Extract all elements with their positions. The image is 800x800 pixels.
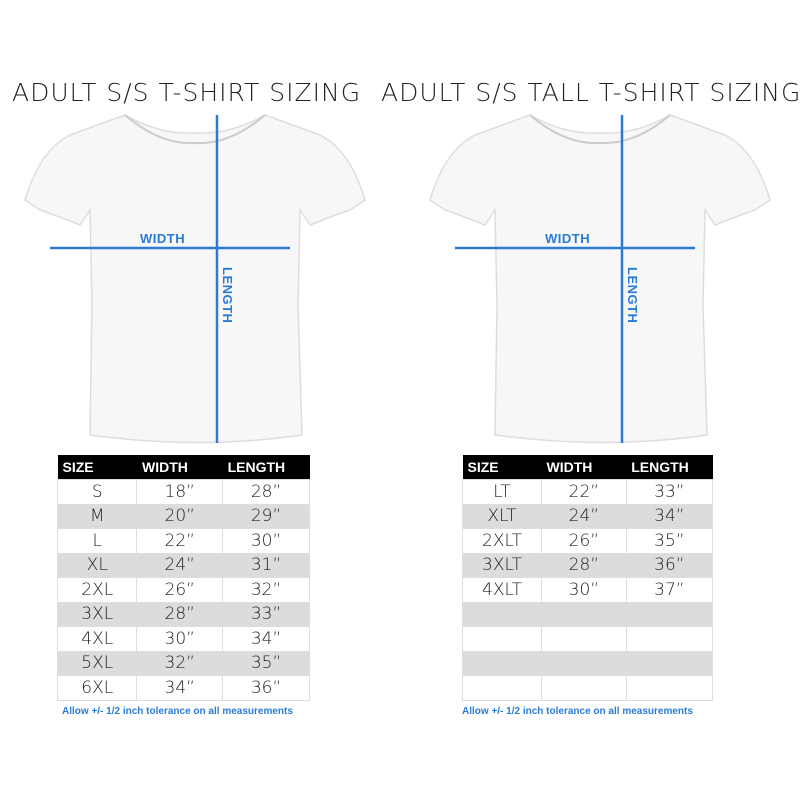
table-cell: 28” — [541, 552, 627, 578]
table-cell: 26” — [136, 577, 224, 603]
table-cell: 37” — [625, 577, 714, 603]
table-row: 4XLT 30” 37” — [461, 577, 714, 603]
table-row: 3XLT 28” 36” — [461, 552, 714, 578]
table-cell: XL — [56, 552, 138, 578]
table-cell: 3XL — [56, 601, 138, 627]
column-header: LENGTH — [626, 455, 713, 480]
table-cell — [461, 650, 543, 676]
table-cell: 20” — [136, 503, 224, 529]
table-cell: 36” — [222, 675, 310, 701]
table-cell: L — [56, 528, 138, 554]
table-cell: 4XL — [56, 626, 138, 652]
table-cell: 29” — [222, 503, 310, 529]
table-row — [461, 675, 714, 701]
table-cell: 4XLT — [461, 577, 543, 603]
table-cell: 34” — [222, 626, 310, 652]
table-cell — [541, 626, 627, 652]
table-row: 4XL 30” 34” — [56, 626, 310, 652]
table-cell: 30” — [222, 528, 310, 554]
column-header: SIZE — [57, 455, 137, 480]
table-cell: 2XLT — [461, 528, 543, 554]
table-cell — [625, 626, 714, 652]
column-header: LENGTH — [222, 455, 310, 480]
table-cell: 35” — [625, 528, 714, 554]
table-row: LT 22” 33” — [461, 479, 714, 505]
table-cell: 33” — [222, 601, 310, 627]
table-cell: 18” — [136, 479, 224, 505]
table-cell — [541, 675, 627, 701]
table-row: 2XLT 26” 35” — [461, 528, 714, 554]
table-cell: 33” — [625, 479, 714, 505]
left-shirt-diagram: WIDTH LENGTH — [20, 105, 370, 450]
table-cell — [461, 675, 543, 701]
table-cell: 22” — [136, 528, 224, 554]
table-cell: 22” — [541, 479, 627, 505]
table-cell: 34” — [625, 503, 714, 529]
table-cell: 32” — [222, 577, 310, 603]
table-cell: 2XL — [56, 577, 138, 603]
table-header: SIZE WIDTH LENGTH — [57, 455, 310, 480]
table-cell: 28” — [222, 479, 310, 505]
table-cell: 24” — [541, 503, 627, 529]
table-cell: 36” — [625, 552, 714, 578]
table-row — [461, 650, 714, 676]
table-row: M 20” 29” — [56, 503, 310, 529]
table-cell: 35” — [222, 650, 310, 676]
table-cell: M — [56, 503, 138, 529]
table-cell: LT — [461, 479, 543, 505]
table-cell: 6XL — [56, 675, 138, 701]
table-cell: 31” — [222, 552, 310, 578]
tolerance-note-right: Allow +/- 1/2 inch tolerance on all meas… — [462, 706, 693, 717]
table-row: 2XL 26” 32” — [56, 577, 310, 603]
size-table-tall: SIZE WIDTH LENGTH LT 22” 33” XLT 24” 34” 2XLT 26” 3… — [461, 455, 714, 701]
table-cell: S — [56, 479, 138, 505]
width-label: WIDTH — [140, 231, 186, 246]
table-cell — [461, 626, 543, 652]
table-cell: 32” — [136, 650, 224, 676]
table-cell — [541, 601, 627, 627]
table-cell: 30” — [136, 626, 224, 652]
left-title: ADULT S/S T-SHIRT SIZING — [12, 78, 362, 107]
table-cell: 28” — [136, 601, 224, 627]
tshirt-image — [24, 114, 366, 444]
table-cell — [461, 601, 543, 627]
tolerance-note-left: Allow +/- 1/2 inch tolerance on all meas… — [62, 706, 293, 717]
table-header: SIZE WIDTH LENGTH — [462, 455, 713, 480]
length-label: LENGTH — [220, 267, 235, 324]
length-label: LENGTH — [625, 267, 640, 324]
table-row — [461, 601, 714, 627]
table-cell — [625, 601, 714, 627]
table-row: 3XL 28” 33” — [56, 601, 310, 627]
table-cell — [625, 650, 714, 676]
right-title: ADULT S/S TALL T-SHIRT SIZING — [381, 78, 800, 107]
table-row — [461, 626, 714, 652]
table-row: 5XL 32” 35” — [56, 650, 310, 676]
table-cell: 26” — [541, 528, 627, 554]
table-cell: 24” — [136, 552, 224, 578]
table-row: 6XL 34” 36” — [56, 675, 310, 701]
column-header: SIZE — [462, 455, 542, 480]
width-label: WIDTH — [545, 231, 591, 246]
column-header: WIDTH — [541, 455, 627, 480]
table-cell: 5XL — [56, 650, 138, 676]
table-row: XLT 24” 34” — [461, 503, 714, 529]
size-table-regular: SIZE WIDTH LENGTH S 18” 28” M 20” 29” L 22” 30” XL 24… — [56, 455, 310, 701]
tshirt-image — [429, 114, 771, 444]
right-shirt-diagram: WIDTH LENGTH — [425, 105, 775, 450]
table-cell: 30” — [541, 577, 627, 603]
column-header: WIDTH — [136, 455, 223, 480]
table-cell: 3XLT — [461, 552, 543, 578]
table-cell — [541, 650, 627, 676]
table-cell: XLT — [461, 503, 543, 529]
table-row: XL 24” 31” — [56, 552, 310, 578]
table-row: S 18” 28” — [56, 479, 310, 505]
table-cell — [625, 675, 714, 701]
table-cell: 34” — [136, 675, 224, 701]
table-row: L 22” 30” — [56, 528, 310, 554]
